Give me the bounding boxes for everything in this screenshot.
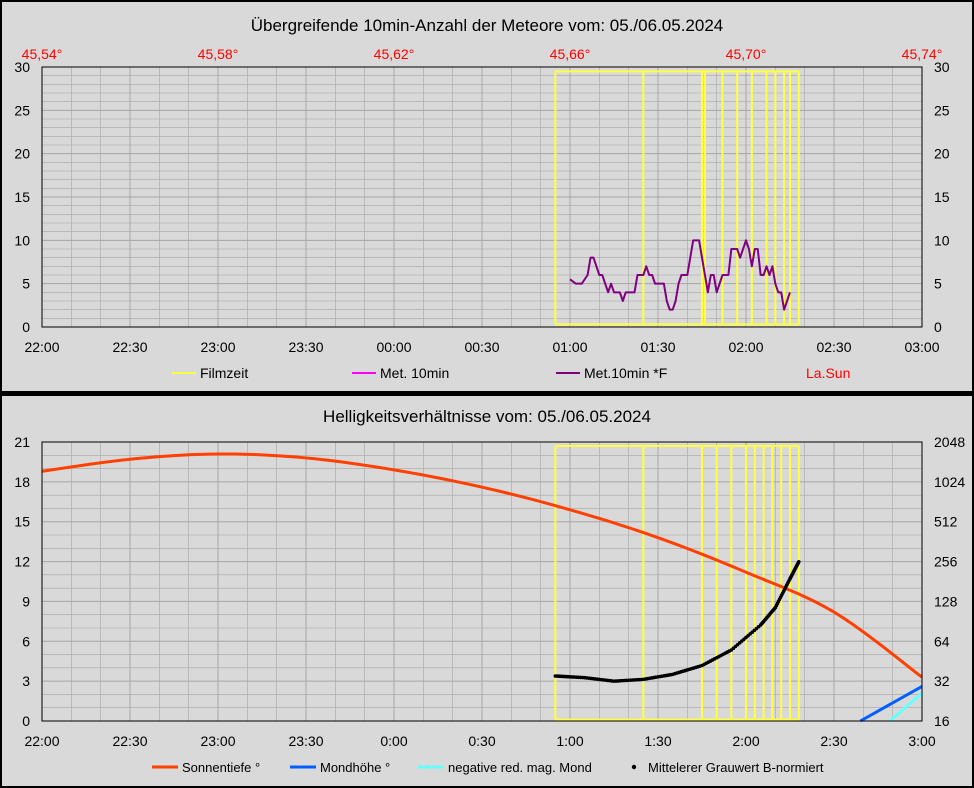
- y-right-tick-label: 15: [934, 189, 950, 205]
- legend-label-mondhoehe: Mondhöhe °: [320, 760, 390, 775]
- plot-border: [41, 441, 923, 722]
- y-left-tick-label: 20: [14, 146, 30, 162]
- x-tick-label: 02:00: [728, 339, 763, 355]
- x-tick-label: 22:30: [112, 733, 147, 749]
- x-tick-label: 0:00: [380, 733, 407, 749]
- y-right-tick-label: 0: [934, 319, 942, 335]
- x-tick-label: 23:30: [288, 733, 323, 749]
- bottom-axes: 22:00 22:30 23:00 23:30 0:00 0:30 1:00 1:30 2:00…: [14, 434, 965, 749]
- y-left-tick-label: 9: [22, 593, 30, 609]
- y-right-tick-label: 16: [934, 713, 950, 729]
- x-tick-label: 01:00: [552, 339, 587, 355]
- sonnentiefe-line: [41, 452, 923, 679]
- x-tick-label: 0:30: [468, 733, 495, 749]
- y-right-tick-label: 1024: [934, 474, 965, 490]
- x-tick-label: 00:00: [376, 339, 411, 355]
- x-tick-label: 01:30: [640, 339, 675, 355]
- x-tick-label: 3:00: [908, 733, 935, 749]
- y-left-tick-label: 10: [14, 232, 30, 248]
- y-right-tick-label: 25: [934, 102, 950, 118]
- y-left-tick-label: 6: [22, 633, 30, 649]
- grauwert-point: [797, 559, 801, 564]
- top-axis-tick-label: 45,62°: [374, 46, 415, 62]
- y-left-tick-label: 0: [22, 713, 30, 729]
- legend-label-negmond: negative red. mag. Mond: [448, 760, 592, 775]
- x-tick-label: 23:00: [200, 339, 235, 355]
- top-axis-tick-label: 45,66°: [550, 46, 591, 62]
- legend-label-filmzeit: Filmzeit: [200, 365, 248, 381]
- x-tick-label: 00:30: [464, 339, 499, 355]
- top-chart-panel: Übergreifende 10min-Anzahl der Meteore v…: [2, 2, 972, 391]
- bottom-legend: Sonnentiefe ° Mondhöhe ° negative red. m…: [152, 760, 824, 775]
- y-right-tick-label: 20: [934, 146, 950, 162]
- y-left-tick-label: 0: [22, 319, 30, 335]
- y-right-tick-label: 10: [934, 232, 950, 248]
- legend-label-grauwert: Mittelerer Grauwert B-normiert: [648, 760, 824, 775]
- bottom-filmzeit-series: [554, 444, 800, 721]
- y-left-tick-label: 15: [14, 514, 30, 530]
- y-left-tick-label: 25: [14, 102, 30, 118]
- y-left-tick-label: 3: [22, 673, 30, 689]
- top-chart-title: Übergreifende 10min-Anzahl der Meteore v…: [251, 16, 724, 35]
- x-tick-label: 23:00: [200, 733, 235, 749]
- y-left-tick-label: 15: [14, 189, 30, 205]
- x-tick-label: 22:30: [112, 339, 147, 355]
- met10f-line: [569, 239, 791, 311]
- bottom-chart-panel: Helligkeitsverhältnisse vom: 05./06.05.2…: [2, 396, 972, 786]
- y-right-tick-label: 64: [934, 633, 950, 649]
- top-axis-tick-label: 45,58°: [198, 46, 239, 62]
- legend-label-lasun: La.Sun: [806, 365, 850, 381]
- y-left-tick-label: 12: [14, 554, 30, 570]
- top-axis-tick-label: 45,70°: [726, 46, 767, 62]
- negmond-line: [888, 691, 923, 723]
- x-tick-label: 03:00: [904, 339, 939, 355]
- y-right-tick-label: 512: [934, 514, 958, 530]
- top-axis-tick-label: 45,54°: [22, 46, 63, 62]
- plot-border: [41, 66, 923, 328]
- y-left-tick-label: 5: [22, 276, 30, 292]
- x-tick-label: 2:00: [732, 733, 759, 749]
- y-right-tick-label: 32: [934, 673, 950, 689]
- mondhoehe-line: [859, 685, 923, 723]
- legend-swatch-grauwert: [631, 764, 637, 770]
- y-right-tick-label: 5: [934, 276, 942, 292]
- top-axis-tick-label: 45,74°: [902, 46, 943, 62]
- bottom-chart-title: Helligkeitsverhältnisse vom: 05./06.05.2…: [323, 407, 651, 426]
- x-tick-label: 2:30: [820, 733, 847, 749]
- legend-label-met10f: Met.10min *F: [584, 365, 667, 381]
- y-left-tick-label: 21: [14, 434, 30, 450]
- y-right-tick-label: 128: [934, 593, 958, 609]
- y-left-tick-label: 18: [14, 474, 30, 490]
- top-series-lines: [569, 239, 791, 311]
- x-tick-label: 1:00: [556, 733, 583, 749]
- legend-label-met10: Met. 10min: [380, 365, 449, 381]
- y-left-tick-label: 30: [14, 59, 30, 75]
- x-tick-label: 1:30: [644, 733, 671, 749]
- y-right-tick-label: 256: [934, 554, 958, 570]
- top-legend: Filmzeit Met. 10min Met.10min *F La.Sun: [172, 365, 850, 381]
- x-tick-label: 22:00: [24, 733, 59, 749]
- x-tick-label: 22:00: [24, 339, 59, 355]
- y-right-tick-label: 2048: [934, 434, 965, 450]
- bottom-series-lines: [41, 452, 923, 723]
- x-tick-label: 23:30: [288, 339, 323, 355]
- y-right-tick-label: 30: [934, 59, 950, 75]
- top-axes: 22:00 22:30 23:00 23:30 00:00 00:30 01:00 01:30…: [14, 46, 949, 355]
- legend-label-sonnentiefe: Sonnentiefe °: [182, 760, 260, 775]
- x-tick-label: 02:30: [816, 339, 851, 355]
